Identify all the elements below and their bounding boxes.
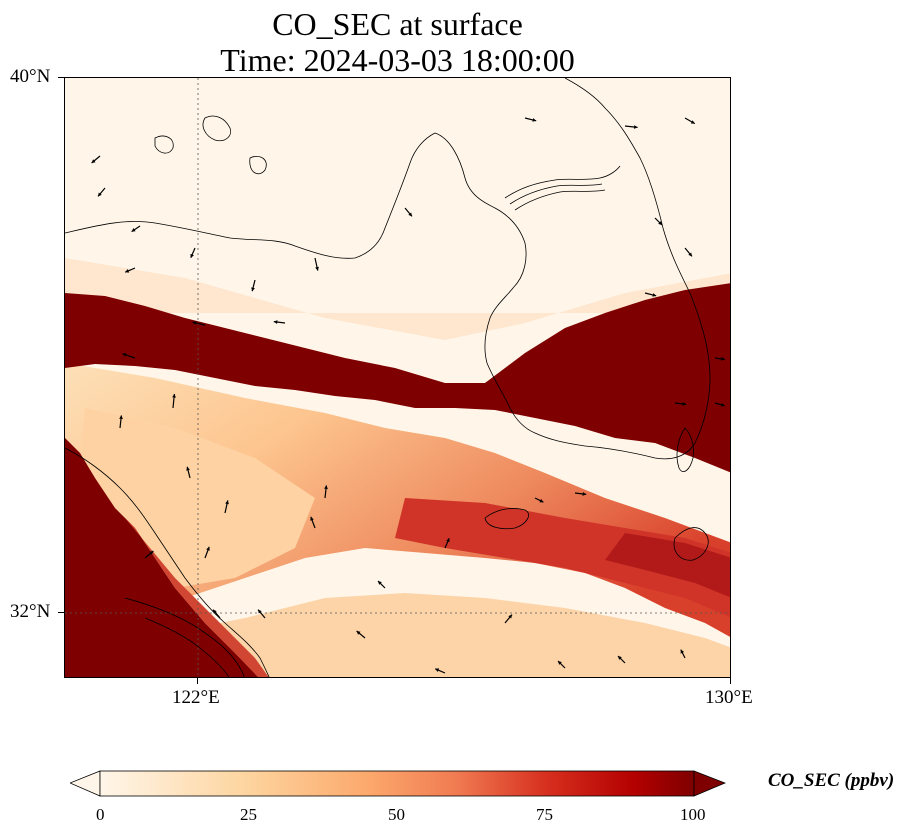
wind-arrow-head [190, 253, 194, 258]
lat-label-40: 40°N [10, 66, 51, 87]
lat-tick-32 [58, 612, 64, 613]
wind-arrow-head [618, 656, 622, 660]
wind-arrow-head [633, 125, 638, 129]
wind-arrow-head [720, 402, 725, 407]
concentration-map [65, 78, 730, 677]
high-plume-southeast [395, 498, 730, 618]
colorbar-over-arrow [693, 770, 727, 797]
wind-arrow-head [315, 266, 319, 271]
map-title: CO_SEC at surface [272, 6, 523, 42]
wind-arrow-head [721, 357, 725, 361]
wind-arrow-head [192, 321, 197, 325]
wind-arrow-head [582, 492, 587, 496]
wind-arrow-head [378, 581, 382, 585]
wind-arrow-head [131, 228, 136, 232]
wind-arrow-head [408, 212, 412, 217]
colorbar-body [99, 770, 695, 797]
wind-arrow-head [356, 631, 361, 635]
colorbar-tick-75: 75 [536, 805, 553, 824]
wind-arrow-head [273, 320, 278, 324]
wind-arrow-head [225, 500, 229, 505]
wind-arrow-head [652, 293, 657, 297]
transition-southwest [125, 518, 269, 677]
wind-arrow-head [119, 415, 123, 420]
colorbar-title: CO_SEC (ppbv) [768, 770, 895, 791]
wind-arrow-head [690, 120, 695, 124]
wind-arrow-head [91, 159, 96, 163]
wind-arrow-head [213, 609, 217, 614]
wind-arrow-head [539, 498, 544, 503]
wind-vectors [91, 117, 725, 674]
wind-arrow-head [558, 661, 562, 665]
lon-tick-122 [197, 678, 198, 684]
wind-arrow-head [435, 668, 440, 672]
wind-arrow-head [125, 269, 130, 273]
colorbar [68, 770, 727, 800]
wind-arrow-head [446, 538, 450, 543]
lat-tick-40 [58, 77, 64, 78]
graticule [65, 78, 730, 677]
high-concentration-band [65, 283, 730, 473]
high-plume-southeast-core [605, 533, 730, 598]
wind-arrow-head [532, 118, 537, 122]
wind-arrow-head [206, 546, 210, 551]
wind-arrow-head [122, 353, 127, 357]
map-panel [64, 77, 731, 678]
lon-tick-130 [730, 678, 731, 684]
colorbar-under-arrow [68, 770, 101, 797]
colorbar-tick-100: 100 [680, 805, 706, 824]
wind-arrow-head [98, 192, 102, 197]
wind-arrow-head [172, 394, 176, 398]
lat-label-32: 32°N [10, 601, 51, 622]
wind-arrow-head [251, 287, 255, 292]
high-concentration-southwest [65, 438, 259, 677]
coastlines [65, 78, 711, 677]
colorbar-tick-50: 50 [388, 805, 405, 824]
wind-arrow-head [682, 402, 687, 406]
lon-label-130: 130°E [705, 687, 753, 708]
wind-arrow-head [658, 221, 662, 225]
wind-arrow-head [688, 252, 692, 257]
wind-arrow-head [310, 516, 314, 521]
wind-arrow-head [324, 485, 328, 490]
wind-arrow-head [508, 614, 512, 619]
map-time: Time: 2024-03-03 18:00:00 [220, 42, 575, 78]
colorbar-tick-25: 25 [240, 805, 257, 824]
colorbar-tick-0: 0 [96, 805, 105, 824]
colorbar-gradient [68, 770, 727, 797]
wind-arrow-head [258, 609, 262, 614]
lon-label-122: 122°E [172, 687, 220, 708]
wind-arrow-head [149, 551, 154, 555]
wind-arrow-head [186, 466, 190, 471]
wind-arrow-head [680, 649, 685, 654]
